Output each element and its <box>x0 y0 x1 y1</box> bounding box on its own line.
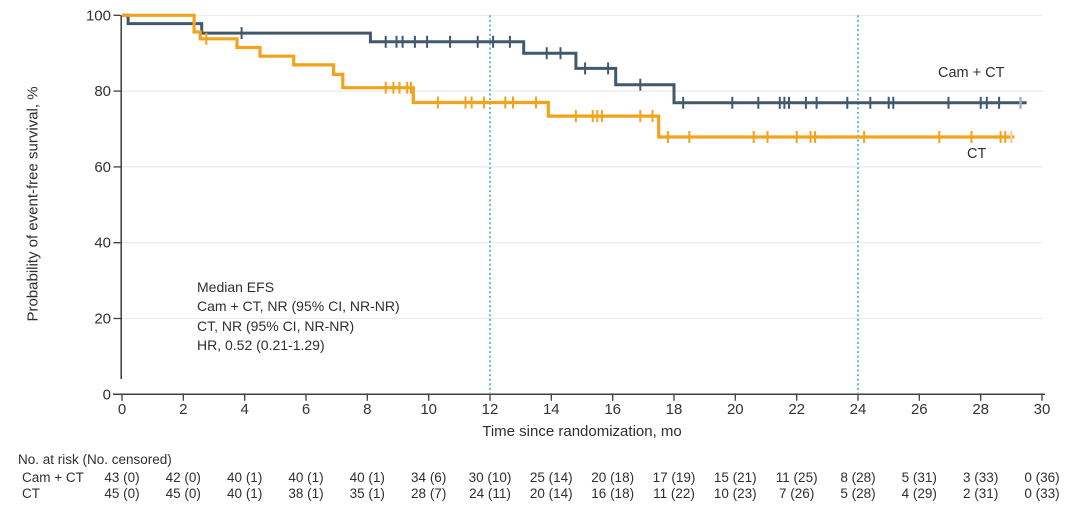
y-tick-label-20: 20 <box>94 311 111 328</box>
risk-value: 25 (14) <box>529 470 573 485</box>
risk-value: 10 (23) <box>713 486 757 501</box>
risk-value: 40 (1) <box>227 486 263 501</box>
risk-value: 28 (7) <box>411 486 447 501</box>
x-tick-label-18: 18 <box>666 401 683 418</box>
y-tick-label-60: 60 <box>94 159 111 176</box>
x-tick-label-0: 0 <box>118 401 126 418</box>
risk-value: 2 (31) <box>963 486 999 501</box>
x-tick-label-10: 10 <box>420 401 437 418</box>
median-efs-annotation: Median EFS Cam + CT, NR (95% CI, NR-NR) … <box>197 278 400 356</box>
x-axis-label: Time since randomization, mo <box>482 423 682 440</box>
risk-value: 40 (1) <box>227 470 263 485</box>
risk-value: 45 (0) <box>104 486 140 501</box>
risk-value: 15 (21) <box>713 470 757 485</box>
annotation-line-hr: HR, 0.52 (0.21-1.29) <box>197 337 325 354</box>
risk-value: 11 (22) <box>653 486 695 501</box>
risk-value: 40 (1) <box>288 470 324 485</box>
y-tick-label-80: 80 <box>94 83 111 100</box>
risk-value: 7 (26) <box>779 486 815 501</box>
y-tick-label-40: 40 <box>94 235 111 252</box>
y-tick-label-0: 0 <box>103 386 111 403</box>
risk-value: 45 (0) <box>165 486 201 501</box>
x-tick-label-26: 26 <box>911 401 928 418</box>
x-tick-label-6: 6 <box>302 401 310 418</box>
risk-value: 42 (0) <box>165 470 201 485</box>
risk-value: 30 (10) <box>468 470 512 485</box>
risk-value: 3 (33) <box>963 470 999 485</box>
risk-value: 20 (14) <box>529 486 573 501</box>
risk-value: 11 (25) <box>775 470 818 485</box>
y-axis-label: Probability of event-free survival, % <box>24 86 42 322</box>
risk-value: 40 (1) <box>349 470 385 485</box>
risk-row-label-cam-ct: Cam + CT <box>22 470 84 485</box>
x-tick-label-14: 14 <box>543 401 560 418</box>
annotation-line-cam-ct: Cam + CT, NR (95% CI, NR-NR) <box>197 298 400 315</box>
risk-value: 38 (1) <box>288 486 324 501</box>
risk-value: 35 (1) <box>349 486 385 501</box>
risk-value: 34 (6) <box>411 470 447 485</box>
x-tick-label-8: 8 <box>363 401 371 418</box>
x-tick-label-20: 20 <box>727 401 744 418</box>
risk-value: 17 (19) <box>652 470 696 485</box>
risk-value: 0 (36) <box>1024 470 1060 485</box>
survival-curve-cam-ct <box>122 13 1027 105</box>
x-tick-label-22: 22 <box>788 401 805 418</box>
x-tick-label-24: 24 <box>850 401 867 418</box>
risk-value: 5 (28) <box>840 486 876 501</box>
risk-value: 0 (33) <box>1024 486 1060 501</box>
risk-value: 8 (28) <box>840 470 876 485</box>
risk-value: 43 (0) <box>104 470 140 485</box>
annotation-line-ct: CT, NR (95% CI, NR-NR) <box>197 317 355 334</box>
risk-row-label-ct: CT <box>22 486 40 501</box>
risk-value: 24 (11) <box>469 486 511 501</box>
risk-value: 20 (18) <box>591 470 635 485</box>
curve-label-ct: CT <box>967 146 987 162</box>
curve-label-cam-ct: Cam + CT <box>938 65 1005 81</box>
y-tick-label-100: 100 <box>86 7 111 24</box>
annotation-line-median-efs: Median EFS <box>197 279 275 295</box>
x-tick-label-4: 4 <box>241 401 249 418</box>
x-tick-label-28: 28 <box>972 401 989 418</box>
risk-table-header: No. at risk (No. censored) <box>18 452 172 467</box>
risk-value: 4 (29) <box>901 486 937 501</box>
x-tick-label-16: 16 <box>604 401 621 418</box>
x-tick-label-2: 2 <box>179 401 187 418</box>
x-tick-label-30: 30 <box>1034 401 1051 418</box>
risk-value: 16 (18) <box>591 486 635 501</box>
x-tick-label-12: 12 <box>482 401 499 418</box>
risk-value: 5 (31) <box>901 470 937 485</box>
survival-curve-ct <box>122 13 1015 139</box>
